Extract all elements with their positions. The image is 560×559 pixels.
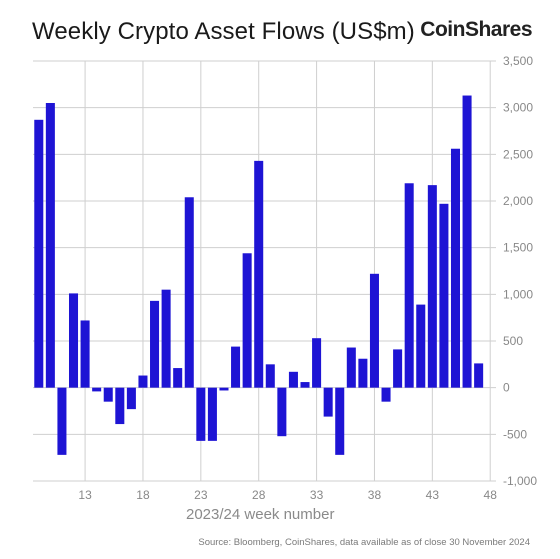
bar-week-35 [335,387,345,455]
bar-week-33 [312,338,322,388]
y-tick-label: 500 [503,334,523,348]
bar-week-22 [184,197,194,388]
x-tick-label: 33 [310,488,324,500]
bar-week-44 [439,203,449,388]
bar-week-10 [45,103,55,388]
brand-logo: CoinShares [420,18,532,41]
bar-week-15 [103,387,113,402]
bar-week-14 [92,387,102,392]
y-axis-ticks: -1,000 -500 0 500 1,000 1,500 2,000 2,500 3,000 3… [503,54,537,488]
bar-week-13 [80,320,90,388]
x-tick-label: 23 [194,488,208,500]
bar-week-12 [68,293,79,388]
bar-week-31 [288,371,298,388]
y-tick-label: 1,000 [503,287,533,301]
grid-lines [33,60,496,482]
chart-title: Weekly Crypto Asset Flows (US$m) [32,18,415,45]
bar-series [34,95,484,455]
bar-week-42 [416,304,426,388]
y-tick-label: 3,500 [503,54,533,68]
y-tick-label: -500 [503,427,527,441]
bar-week-30 [277,387,287,437]
bar-week-43 [427,185,437,388]
bar-week-37 [358,358,368,388]
y-tick-label: 0 [503,381,510,395]
bar-week-45 [450,148,461,388]
bar-week-40 [393,349,403,388]
bar-week-18 [138,375,148,388]
bar-week-23 [196,387,206,441]
y-tick-label: 2,500 [503,147,533,161]
bar-week-17 [126,387,136,410]
bar-week-11 [57,387,67,455]
x-tick-label: 28 [252,488,266,500]
y-tick-label: 1,500 [503,241,533,255]
bar-week-47 [474,363,484,388]
x-tick-label: 18 [136,488,150,500]
x-axis-label: 2023/24 week number [186,506,335,523]
source-note: Source: Bloomberg, CoinShares, data avai… [198,537,530,548]
y-tick-label: 2,000 [503,194,533,208]
bar-week-19 [150,300,160,388]
x-tick-label: 38 [368,488,382,500]
bar-week-20 [161,289,171,388]
bar-week-41 [404,183,414,388]
x-tick-label: 48 [484,488,498,500]
x-tick-label: 43 [426,488,440,500]
bar-week-16 [115,387,125,425]
x-axis-ticks: 13 18 23 28 33 38 43 48 [78,488,497,500]
bar-week-39 [381,387,391,402]
bar-week-27 [242,253,252,388]
bar-week-29 [265,364,275,388]
bar-week-36 [346,347,356,388]
bar-week-21 [173,368,183,388]
bar-week-26 [231,346,241,388]
bar-week-9 [34,119,44,388]
y-tick-label: 3,000 [503,101,533,115]
y-tick-label: -1,000 [503,474,537,488]
bar-chart: -1,000 -500 0 500 1,000 1,500 2,000 2,500 3,000 3… [33,54,537,500]
bar-week-34 [323,387,333,417]
x-tick-label: 13 [78,488,92,500]
bar-week-46 [462,95,472,388]
bar-week-24 [207,387,217,441]
bar-week-28 [254,160,264,388]
bar-week-25 [219,387,229,391]
bar-week-38 [369,273,379,388]
bar-week-32 [300,382,310,388]
